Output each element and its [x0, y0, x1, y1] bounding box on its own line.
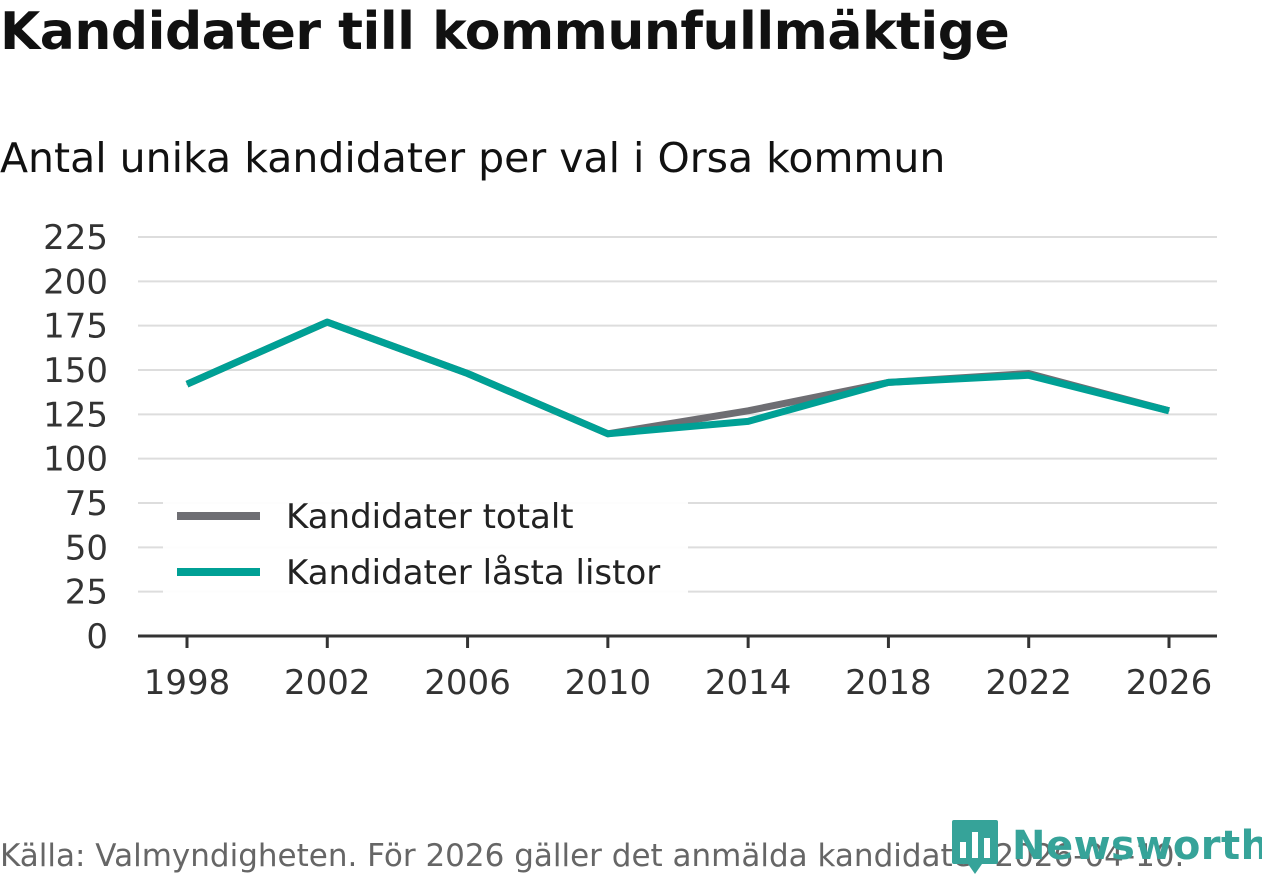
x-tick-label: 2006 [424, 663, 511, 703]
data-point [747, 410, 749, 412]
x-axis-ticks: 1998 2002 2006 2010 2014 2018 2022 2026 [138, 634, 1217, 703]
series-line-2 [185, 318, 1170, 438]
y-tick-label: 125 [43, 395, 108, 435]
brand-name: Newsworthy [1012, 823, 1262, 869]
legend-label-1: Kandidater totalt [286, 497, 574, 537]
legend-background [163, 493, 688, 593]
x-tick-label: 1998 [144, 663, 231, 703]
y-tick-label: 0 [86, 617, 108, 657]
series-lines [185, 318, 1170, 438]
legend-label-2: Kandidater låsta listor [286, 553, 660, 593]
data-point [186, 383, 188, 385]
data-point [887, 381, 889, 383]
x-tick-label: 2018 [845, 663, 932, 703]
y-tick-label: 175 [43, 307, 108, 347]
data-point [747, 420, 749, 422]
y-tick-label: 100 [43, 440, 108, 480]
chart-title: Kandidater till kommunfullmäktige [0, 2, 1010, 62]
data-point [1028, 374, 1030, 376]
y-tick-label: 150 [43, 351, 108, 391]
y-tick-label: 200 [43, 262, 108, 302]
data-point [467, 373, 469, 375]
data-point [607, 433, 609, 435]
y-tick-label: 50 [65, 528, 108, 568]
data-point [1168, 410, 1170, 412]
chart-subtitle: Antal unika kandidater per val i Orsa ko… [0, 134, 946, 182]
y-tick-label: 25 [65, 573, 108, 613]
x-tick-label: 2014 [705, 663, 792, 703]
bar-chart-icon [952, 820, 998, 874]
x-tick-label: 2002 [284, 663, 371, 703]
data-point [326, 321, 328, 323]
y-tick-label: 75 [65, 484, 108, 524]
x-tick-label: 2010 [565, 663, 652, 703]
newsworthy-logo: Newsworthy [950, 816, 1262, 876]
legend: Kandidater totalt Kandidater låsta listor [163, 493, 688, 593]
x-tick-label: 2022 [985, 663, 1072, 703]
x-tick-label: 2026 [1126, 663, 1213, 703]
y-tick-label: 225 [43, 218, 108, 258]
